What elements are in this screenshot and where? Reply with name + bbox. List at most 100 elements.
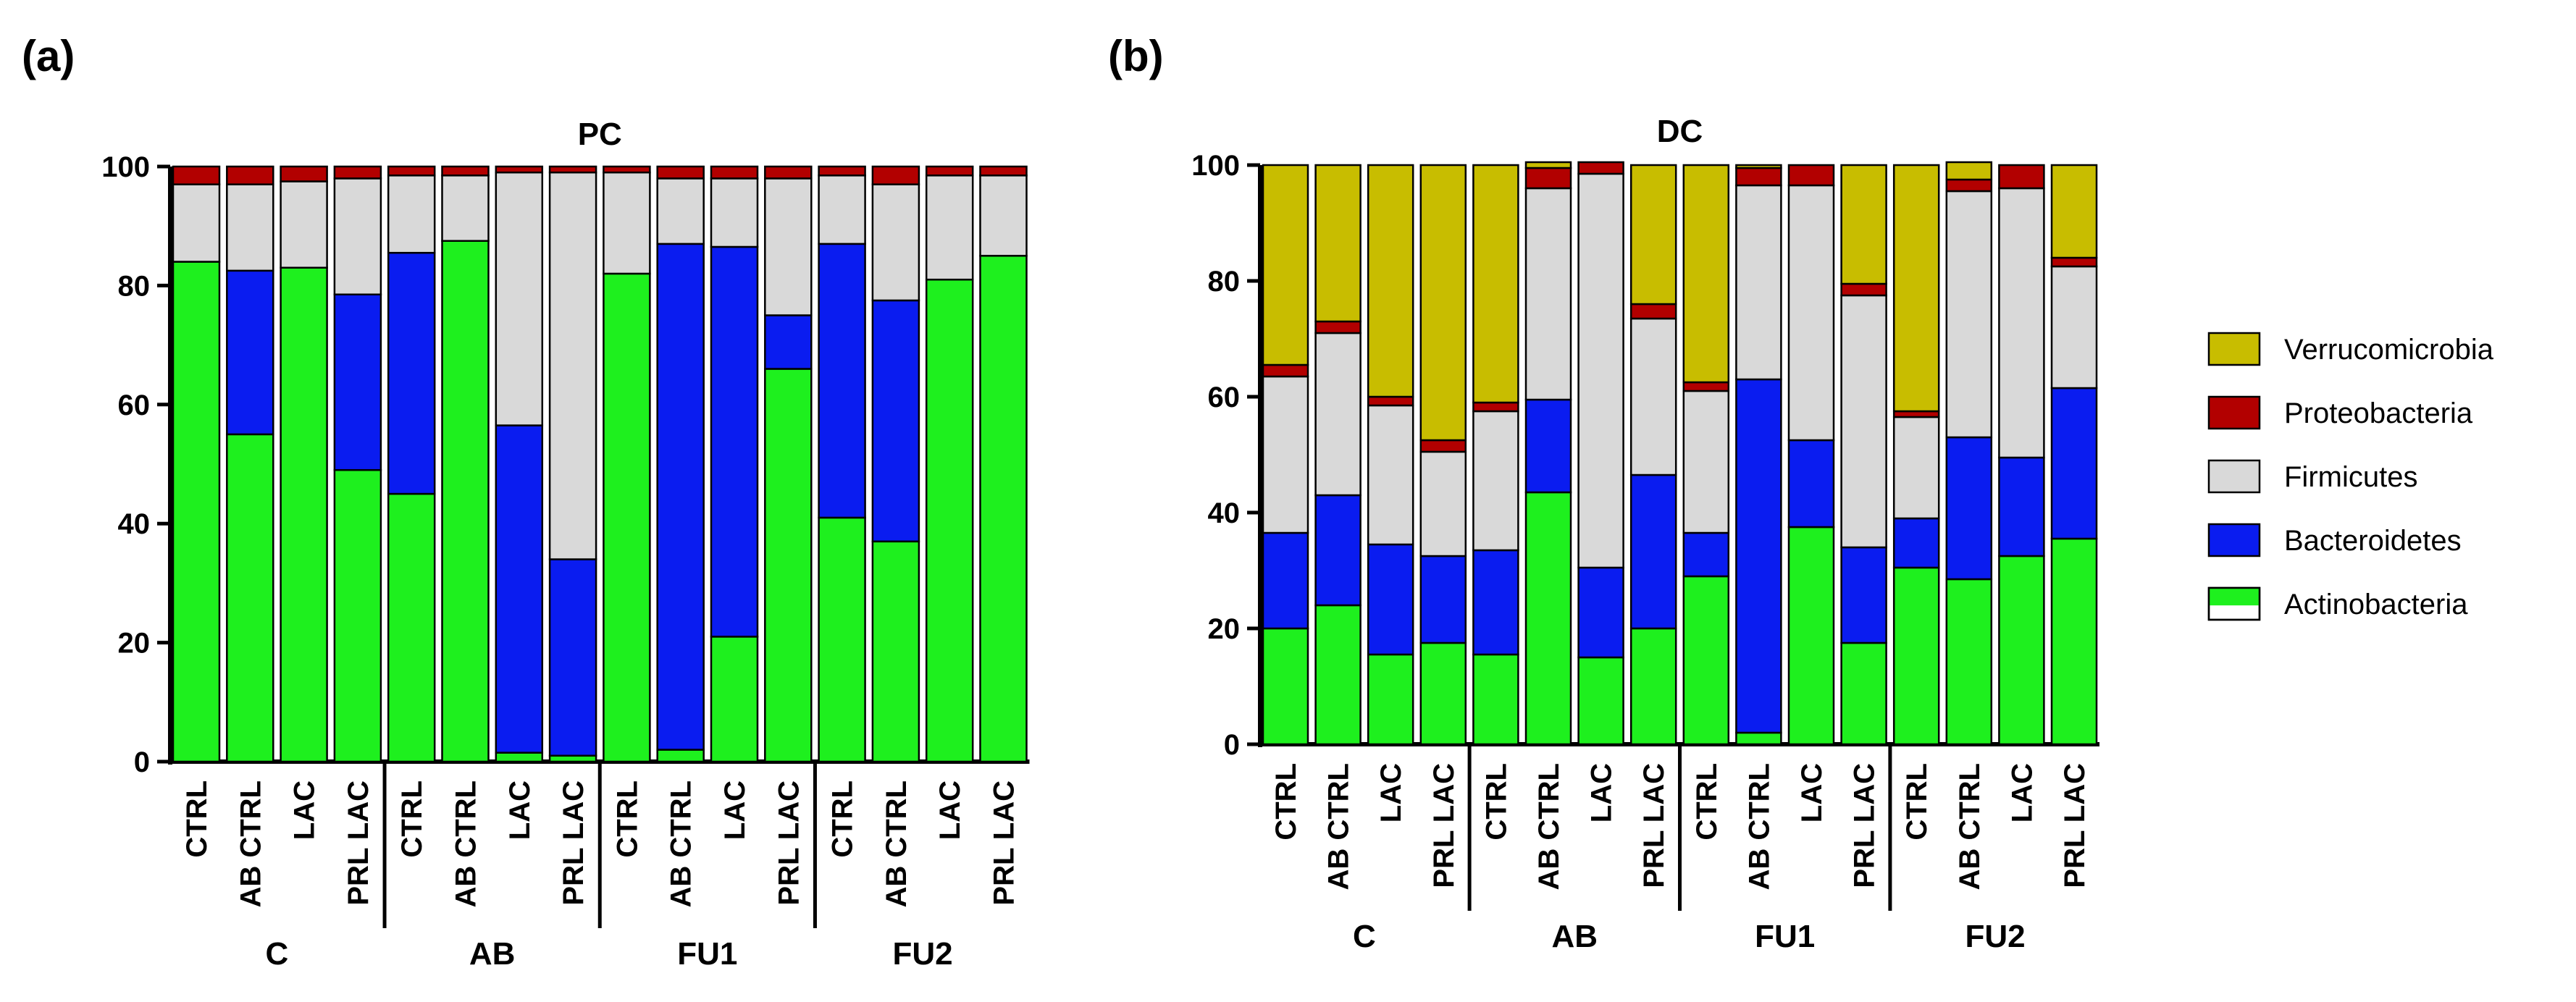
bar-firmicutes-15 xyxy=(979,174,1028,257)
bar-proteobacteria-15 xyxy=(2050,256,2098,268)
bar-proteobacteria-13 xyxy=(1945,178,1993,193)
bar-actinobacteria-15 xyxy=(2050,537,2098,746)
bar-proteobacteria-2 xyxy=(280,165,328,182)
x-tick-label: PRL LAC xyxy=(1428,763,1460,888)
bar-bacteroidetes-3 xyxy=(333,293,382,471)
x-tick-label: CTRL xyxy=(1270,763,1302,841)
x-tick-label: AB CTRL xyxy=(881,780,912,908)
bar-proteobacteria-4 xyxy=(1472,401,1519,413)
group-label-fu1: FU1 xyxy=(677,936,737,972)
y-tick-label: 40 xyxy=(118,508,151,540)
bar-firmicutes-2 xyxy=(1367,404,1414,546)
x-tick-label: LAC xyxy=(719,780,751,840)
chart-title: DC xyxy=(1657,114,1703,149)
bar-bacteroidetes-2 xyxy=(1367,543,1414,656)
x-tick-label: AB CTRL xyxy=(450,780,482,908)
bar-actinobacteria-13 xyxy=(871,540,920,763)
bar-actinobacteria-4 xyxy=(1472,653,1519,746)
bar-proteobacteria-5 xyxy=(1524,167,1572,190)
bar-actinobacteria-11 xyxy=(764,368,813,763)
bar-actinobacteria-15 xyxy=(979,255,1028,763)
bar-bacteroidetes-1 xyxy=(1314,494,1362,607)
x-tick-label: AB CTRL xyxy=(1954,763,1986,891)
x-tick-label: PRL LAC xyxy=(2059,763,2091,888)
bar-proteobacteria-6 xyxy=(1577,161,1624,175)
x-tick-label: LAC xyxy=(934,780,966,840)
bar-firmicutes-7 xyxy=(548,171,597,560)
bar-firmicutes-12 xyxy=(1892,416,1940,520)
bar-verrucomicrobia-4 xyxy=(1472,164,1519,404)
group-label-fu1: FU1 xyxy=(1755,919,1815,954)
bar-bacteroidetes-4 xyxy=(387,251,436,495)
x-tick-label: LAC xyxy=(2006,763,2038,822)
bar-firmicutes-6 xyxy=(1577,172,1624,569)
bar-proteobacteria-14 xyxy=(925,165,974,177)
bar-firmicutes-4 xyxy=(387,174,436,254)
bar-actinobacteria-5 xyxy=(441,240,490,763)
bar-firmicutes-15 xyxy=(2050,265,2098,390)
bar-actinobacteria-7 xyxy=(1629,627,1677,746)
bar-firmicutes-9 xyxy=(1735,184,1782,381)
y-tick-label: 20 xyxy=(1208,613,1241,645)
bar-proteobacteria-9 xyxy=(656,165,705,180)
x-tick-label: AB CTRL xyxy=(235,780,267,908)
y-tick-label: 100 xyxy=(101,151,150,183)
x-tick-label: AB CTRL xyxy=(666,780,697,908)
panel-b-label: (b) xyxy=(1108,32,1164,80)
x-tick-label: PRL LAC xyxy=(1849,763,1881,888)
bar-proteobacteria-6 xyxy=(495,165,544,174)
x-tick-label: PRL LAC xyxy=(343,780,374,906)
y-tick-label: 0 xyxy=(134,746,150,778)
bar-firmicutes-13 xyxy=(871,183,920,302)
bar-bacteroidetes-9 xyxy=(1735,378,1782,734)
bar-actinobacteria-5 xyxy=(1524,491,1572,746)
chart-dc: DC 0 20 40 60 80 100 CTRL AB CTRL LAC PRL LAC C CTRL… xyxy=(1191,114,2099,954)
bar-firmicutes-6 xyxy=(495,171,544,426)
legend-swatch-firmicutes xyxy=(2207,459,2261,494)
x-tick-label: PRL LAC xyxy=(989,780,1020,906)
bar-proteobacteria-9 xyxy=(1735,167,1782,187)
bar-firmicutes-14 xyxy=(1998,187,2045,459)
bar-proteobacteria-3 xyxy=(1419,439,1467,453)
x-tick-label: LAC xyxy=(504,780,536,840)
bar-proteobacteria-8 xyxy=(603,165,651,174)
bar-bacteroidetes-10 xyxy=(1787,439,1835,529)
bar-actinobacteria-1 xyxy=(226,433,274,763)
legend: Verrucomicrobia Proteobacteria Firmicutes B… xyxy=(2207,332,2494,621)
x-tick-label: LAC xyxy=(1375,763,1407,822)
bar-actinobacteria-9 xyxy=(656,749,705,763)
bar-actinobacteria-0 xyxy=(1262,627,1309,746)
bar-proteobacteria-5 xyxy=(441,165,490,177)
bar-bacteroidetes-13 xyxy=(1945,436,1993,581)
bar-bacteroidetes-13 xyxy=(871,299,920,543)
legend-swatch-bacteroidetes xyxy=(2207,523,2261,557)
legend-swatch-proteobacteria xyxy=(2207,395,2261,430)
bar-firmicutes-3 xyxy=(1419,450,1467,557)
bar-actinobacteria-9 xyxy=(1735,731,1782,746)
bar-firmicutes-10 xyxy=(1787,184,1835,442)
x-tick-label: CTRL xyxy=(181,780,213,858)
bar-verrucomicrobia-7 xyxy=(1629,164,1677,306)
bar-actinobacteria-2 xyxy=(1367,653,1414,746)
bar-firmicutes-11 xyxy=(764,177,813,316)
bar-firmicutes-0 xyxy=(172,183,221,263)
bar-actinobacteria-6 xyxy=(1577,656,1624,746)
bar-bacteroidetes-4 xyxy=(1472,549,1519,656)
bar-actinobacteria-4 xyxy=(387,492,436,763)
bar-firmicutes-4 xyxy=(1472,410,1519,552)
chart-title: PC xyxy=(578,117,622,152)
bar-firmicutes-7 xyxy=(1629,317,1677,476)
x-tick-label: CTRL xyxy=(396,780,428,858)
legend-swatch-actinobacteria-fill xyxy=(2209,588,2260,606)
bar-proteobacteria-1 xyxy=(1314,320,1362,334)
x-tick-label: LAC xyxy=(1796,763,1828,822)
group-label-ab: AB xyxy=(1552,919,1598,954)
bar-verrucomicrobia-11 xyxy=(1840,164,1887,285)
bar-bacteroidetes-1 xyxy=(226,269,274,436)
bar-proteobacteria-4 xyxy=(387,165,436,177)
x-tick-label: CTRL xyxy=(611,780,643,858)
bar-proteobacteria-1 xyxy=(226,165,274,185)
group-label-c: C xyxy=(1353,919,1376,954)
y-tick-label: 60 xyxy=(118,390,151,421)
